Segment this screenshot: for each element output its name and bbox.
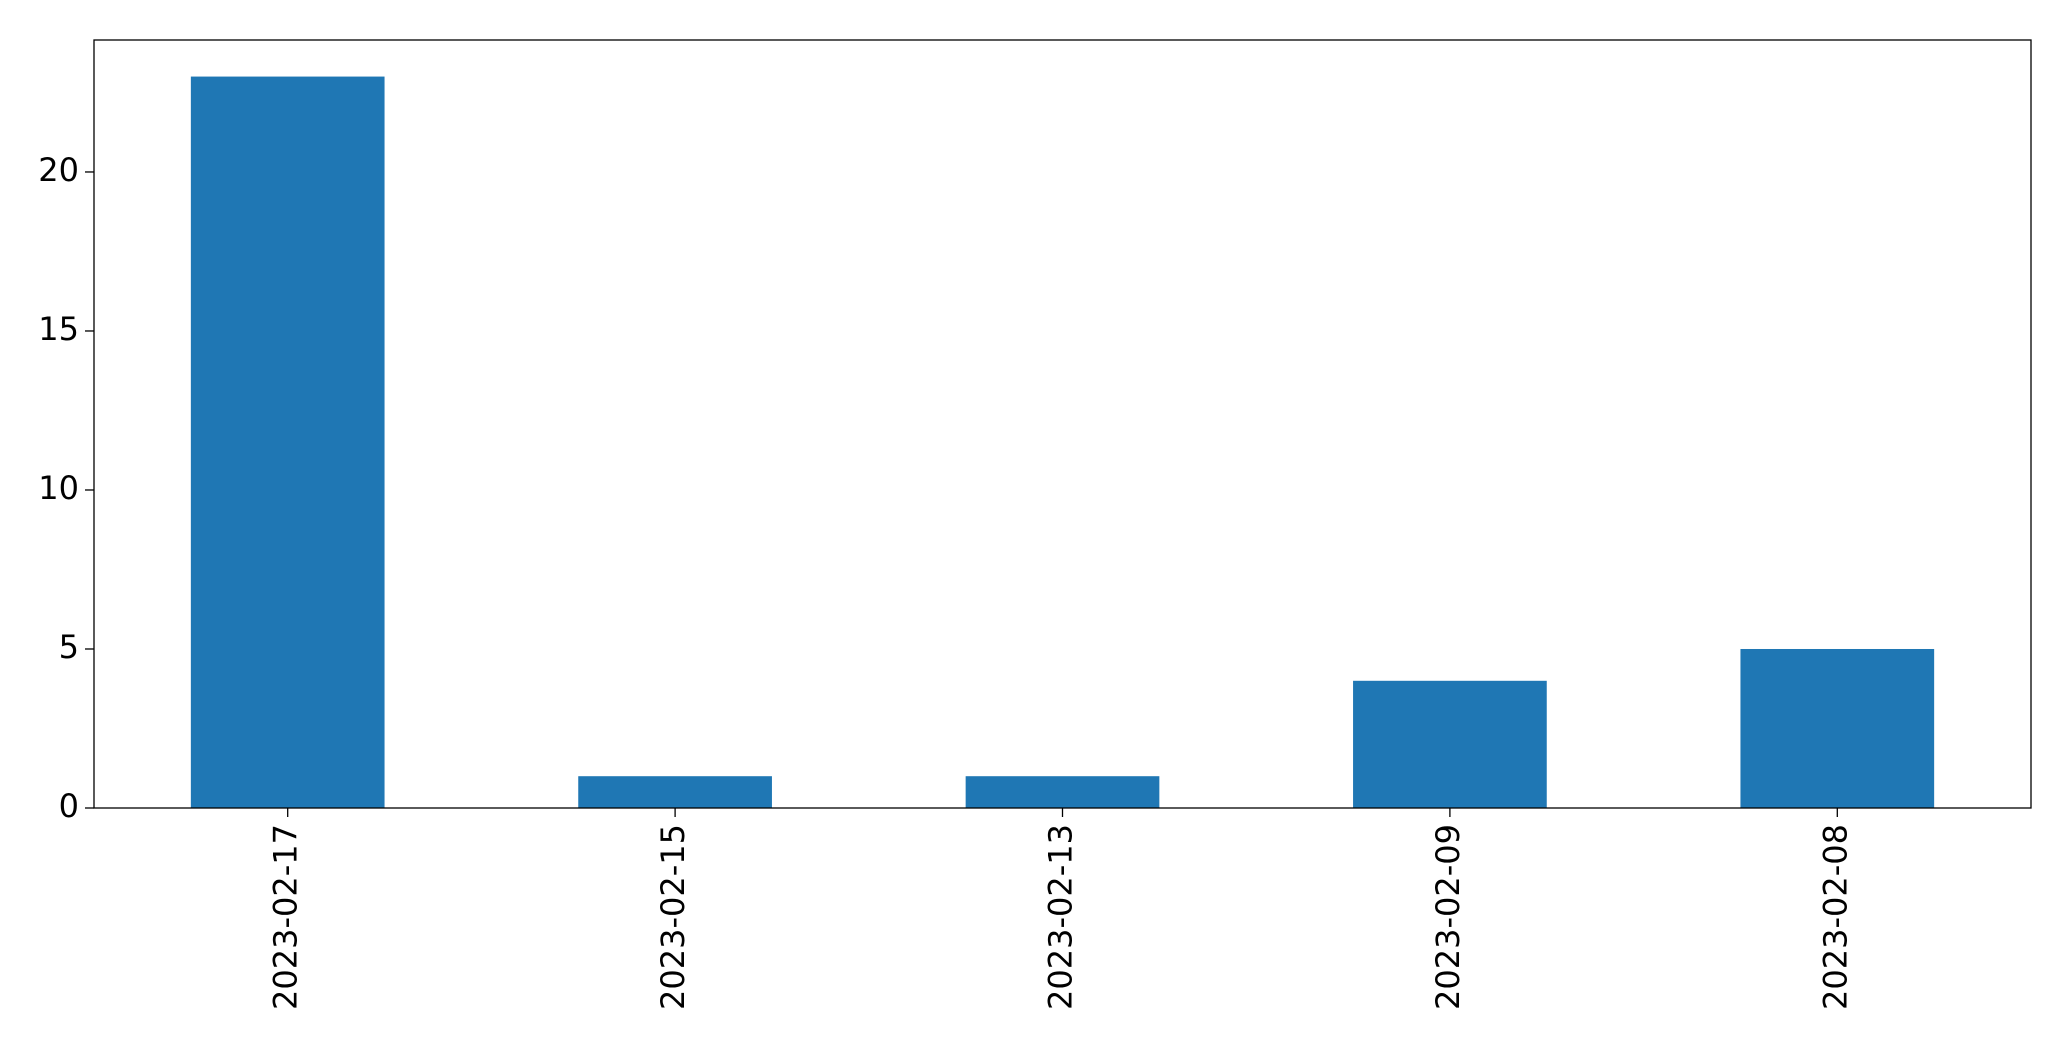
x-tick-label: 2023-02-08 bbox=[1816, 824, 1854, 1010]
y-tick-label: 5 bbox=[59, 628, 79, 666]
x-tick-label: 2023-02-15 bbox=[654, 824, 692, 1010]
plot-frame bbox=[93, 39, 2032, 809]
bar bbox=[1353, 680, 1547, 808]
y-tick-label: 20 bbox=[38, 151, 79, 189]
y-tick-label: 10 bbox=[38, 469, 79, 507]
x-tick-label: 2023-02-17 bbox=[267, 824, 305, 1010]
bar bbox=[1740, 648, 1935, 808]
x-tick-label: 2023-02-09 bbox=[1429, 824, 1467, 1010]
bar bbox=[578, 776, 772, 808]
bar bbox=[965, 776, 1160, 808]
x-tick-label: 2023-02-13 bbox=[1042, 824, 1080, 1010]
bar bbox=[190, 76, 385, 809]
y-tick-label: 15 bbox=[38, 310, 79, 348]
y-tick-label: 0 bbox=[59, 787, 79, 825]
